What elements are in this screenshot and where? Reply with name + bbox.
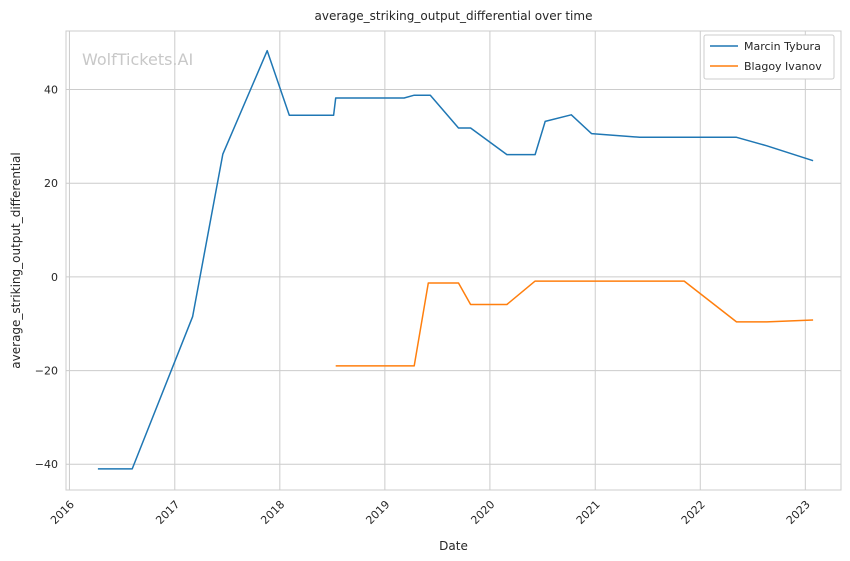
legend-entry: Marcin Tybura [744, 40, 821, 53]
x-tick-label: 2021 [574, 498, 603, 527]
plot-area [65, 30, 842, 491]
y-axis: 40 20 0 −20 −40 [35, 84, 58, 472]
watermark: WolfTickets.AI [82, 50, 193, 69]
x-tick-label: 2019 [363, 498, 392, 527]
x-axis-label: Date [439, 539, 468, 553]
chart-title: average_striking_output_differential ove… [315, 9, 593, 23]
grid [66, 31, 841, 490]
series-line-blagoy-ivanov [335, 280, 814, 367]
x-tick-label: 2022 [679, 498, 708, 527]
y-axis-label: average_striking_output_differential [9, 152, 23, 368]
legend-entry: Blagoy Ivanov [744, 60, 822, 73]
legend: Marcin Tybura Blagoy Ivanov [703, 34, 835, 80]
x-axis: 2016 2017 2018 2019 2020 2021 2022 2023 [48, 498, 813, 527]
y-tick-label: 0 [51, 271, 58, 284]
y-tick-label: 40 [44, 84, 58, 97]
y-tick-label: 20 [44, 177, 58, 190]
x-tick-label: 2023 [784, 498, 813, 527]
x-tick-label: 2018 [258, 498, 287, 527]
x-tick-label: 2017 [153, 498, 182, 527]
series-line-marcin-tybura [97, 49, 814, 470]
x-tick-label: 2016 [48, 498, 77, 527]
x-tick-label: 2020 [468, 498, 497, 527]
series-layer [97, 49, 814, 470]
y-tick-label: −40 [35, 458, 58, 471]
y-tick-label: −20 [35, 365, 58, 378]
